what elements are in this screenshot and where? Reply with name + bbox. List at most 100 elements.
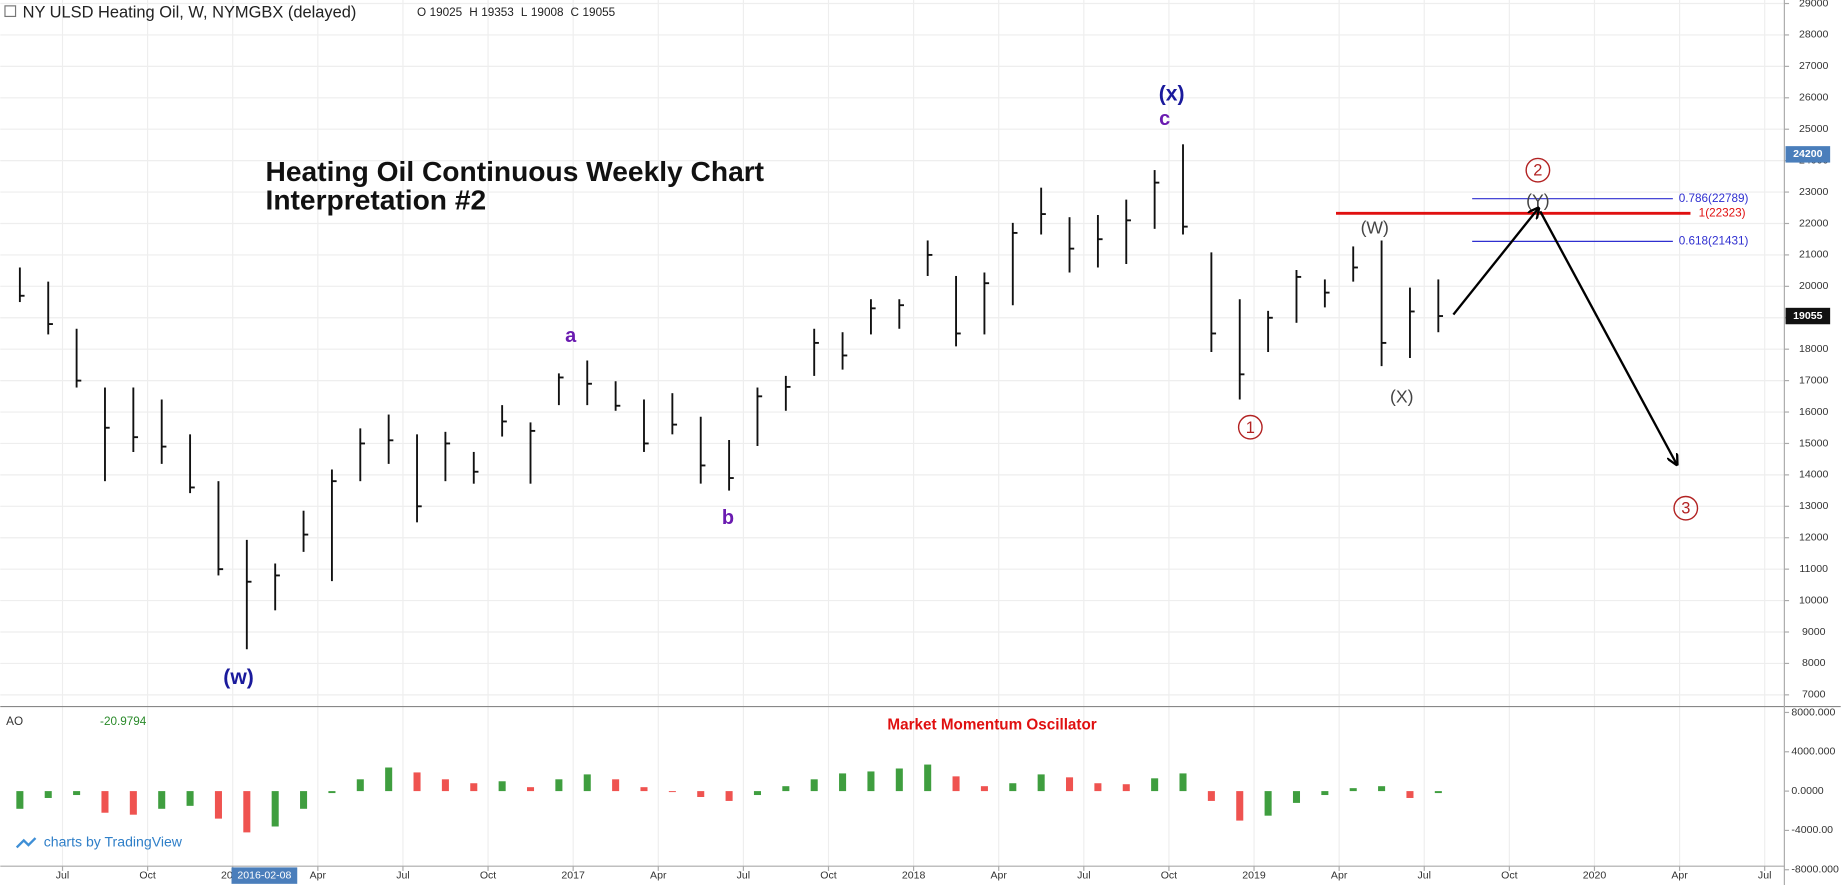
collapse-icon[interactable] <box>4 5 17 18</box>
fib-label: 1(22323) <box>1699 206 1746 219</box>
x-tick-label: Oct <box>139 869 155 881</box>
oscillator-bar <box>498 781 506 792</box>
fib-label: 0.786(22789) <box>1679 192 1749 205</box>
oscillator-bar <box>1292 791 1301 803</box>
oscillator-bar <box>300 791 308 809</box>
oscillator-bar <box>1264 791 1272 816</box>
oscillator-bar <box>583 774 591 792</box>
symbol-title[interactable]: NY ULSD Heating Oil, W, NYMGBX (delayed) <box>23 3 357 21</box>
chart-subtitle: Interpretation #2 <box>266 184 487 215</box>
oscillator-bar <box>895 768 903 792</box>
oscillator-bar <box>73 791 81 796</box>
x-tick-label: Apr <box>650 869 667 881</box>
oscillator-bar <box>1349 788 1357 792</box>
oscillator-bar <box>470 783 478 792</box>
y-tick-label: 22000 <box>1799 217 1828 229</box>
oscillator-bar <box>1009 783 1017 792</box>
x-tick-label: 2018 <box>902 869 926 881</box>
ohlc-key: H <box>469 6 477 19</box>
ohlc-readout: O 19025 H 19353 L 19008 C 19055 <box>417 6 616 19</box>
oscillator-bar <box>1122 784 1130 792</box>
oscillator-bar <box>555 779 563 792</box>
branding[interactable]: charts by TradingView <box>44 833 183 849</box>
chart-title: Heating Oil Continuous Weekly Chart <box>266 156 765 187</box>
crosshair-price: 24200 <box>1793 148 1822 160</box>
x-tick-label: 2020 <box>1583 869 1607 881</box>
oscillator-bar <box>1378 786 1386 792</box>
oscillator-bar <box>356 779 364 792</box>
x-tick-label: Apr <box>1331 869 1348 881</box>
oscillator-bar <box>1037 774 1045 792</box>
x-tick-label: Oct <box>820 869 836 881</box>
oscillator-bar <box>385 767 393 792</box>
y-tick-label: 9000 <box>1802 626 1826 638</box>
oscillator-bar <box>186 791 194 806</box>
oscillator-bar <box>753 791 761 796</box>
wave-label: a <box>565 325 577 347</box>
oscillator-bar <box>44 791 52 798</box>
wave-label: c <box>1159 108 1170 130</box>
indicator-name[interactable]: AO <box>6 715 23 728</box>
oscillator-bar <box>867 771 875 792</box>
crosshair-price-bg <box>1785 146 1831 163</box>
y-tick-label: -8000.000 <box>1791 864 1839 876</box>
y-tick-label: 25000 <box>1799 123 1828 135</box>
wave-label: b <box>722 507 734 529</box>
oscillator-bar <box>640 787 648 792</box>
x-tick-label: 2017 <box>561 869 585 881</box>
y-tick-label: 16000 <box>1799 406 1828 418</box>
oscillator-bar <box>1207 791 1215 801</box>
y-tick-label: 13000 <box>1799 500 1828 512</box>
y-tick-label: 29000 <box>1799 0 1828 9</box>
oscillator-bar <box>725 791 733 801</box>
y-tick-label: 0.0000 <box>1791 785 1823 797</box>
y-tick-label: 27000 <box>1799 60 1828 72</box>
oscillator-bar <box>1434 791 1442 794</box>
x-tick-label: Oct <box>1501 869 1517 881</box>
y-tick-label: 8000.000 <box>1791 706 1835 718</box>
oscillator-bar <box>1406 791 1414 798</box>
x-tick-label: Apr <box>1671 869 1688 881</box>
y-tick-label: -4000.00 <box>1791 824 1833 836</box>
brand-logo[interactable] <box>15 837 37 849</box>
x-tick-label: Jul <box>1077 869 1090 881</box>
oscillator-bar <box>1179 773 1187 792</box>
y-tick-label: 8000 <box>1802 657 1826 669</box>
ohlc-key: C <box>571 6 580 19</box>
oscillator-bar <box>1321 791 1329 796</box>
x-tick-label: 2019 <box>1242 869 1266 881</box>
oscillator-bar <box>952 776 960 792</box>
x-tick-label: Oct <box>480 869 496 881</box>
wave-circle <box>1237 414 1263 440</box>
y-tick-label: 12000 <box>1799 532 1828 544</box>
projection-arrow <box>1452 209 1538 316</box>
marks: 7000 8000 9000 10000 11000 12000 13000 14000 150… <box>16 0 1839 884</box>
y-tick-label: 28000 <box>1799 29 1828 41</box>
wave-label: 3 <box>1681 500 1690 518</box>
oscillator-bar <box>1236 791 1244 821</box>
crosshair-date: 2016-02-08 <box>237 869 291 881</box>
grid <box>0 0 1785 867</box>
y-tick-label: 17000 <box>1799 374 1828 386</box>
oscillator-bar <box>839 773 847 792</box>
last-price: 19055 <box>1793 310 1822 322</box>
oscillator-bar <box>413 772 421 792</box>
wave-label: (X) <box>1390 387 1413 407</box>
x-tick-label: Oct <box>1161 869 1177 881</box>
x-tick-label: Jul <box>396 869 409 881</box>
oscillator-bar <box>612 779 620 792</box>
y-tick-label: 21000 <box>1799 249 1828 261</box>
last-price-bg <box>1785 307 1831 325</box>
fib-label: 0.618(21431) <box>1679 234 1749 247</box>
x-tick-label: Jul <box>1758 869 1771 881</box>
projection-arrow <box>1539 210 1676 463</box>
x-tick-label: Apr <box>990 869 1007 881</box>
y-tick-label: 10000 <box>1799 594 1828 606</box>
oscillator-bar <box>16 791 24 809</box>
x-tick-label: Apr <box>310 869 327 881</box>
oscillator-bar <box>697 791 705 797</box>
indicator-value: -20.9794 <box>100 715 147 728</box>
crosshair-date-bg <box>231 867 298 884</box>
